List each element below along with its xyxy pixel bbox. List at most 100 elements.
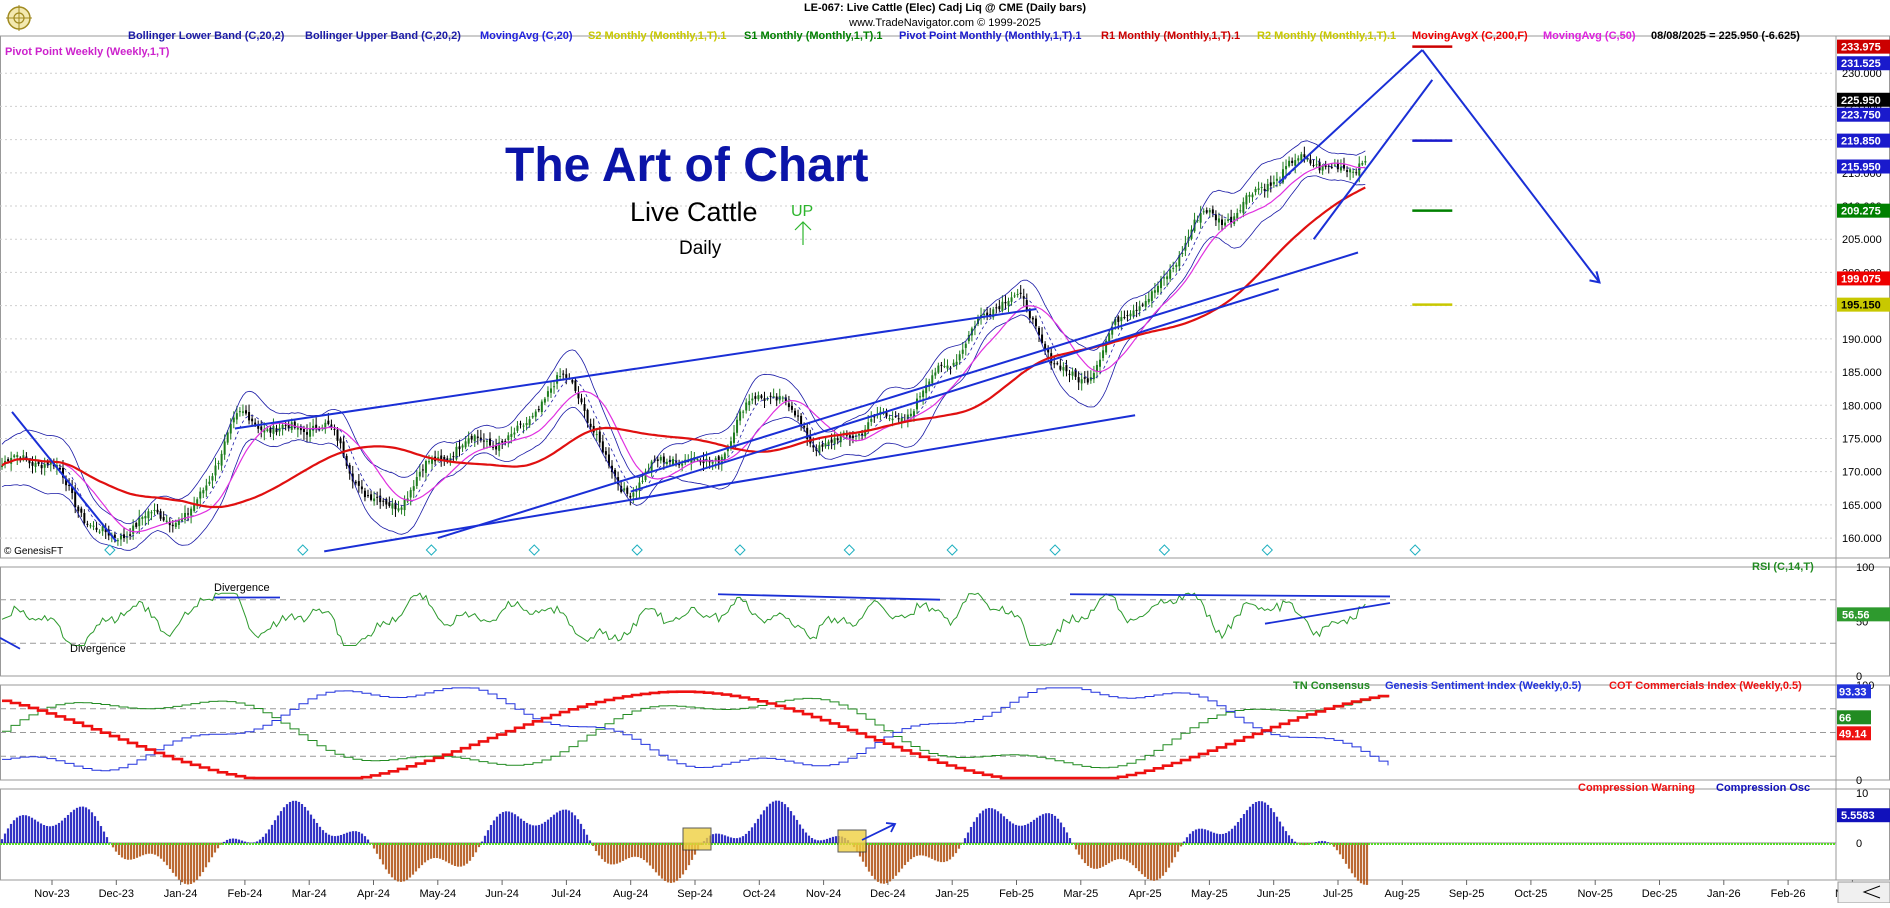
price-candle-body bbox=[363, 490, 366, 498]
legend-r1-monthly[interactable]: R1 Monthly (Monthly,1,T).1 bbox=[1101, 30, 1241, 42]
price-candle-body bbox=[80, 508, 83, 513]
compression-warning-box-1 bbox=[837, 829, 867, 853]
rsi-legend[interactable]: RSI (C,14,T) bbox=[1752, 561, 1814, 573]
price-candle-body bbox=[132, 525, 135, 534]
legend-bollinger-lower[interactable]: Bollinger Lower Band (C,20,2) bbox=[128, 30, 285, 42]
price-candle-body bbox=[998, 306, 1001, 310]
price-candle-body bbox=[696, 459, 699, 461]
price-candle-body bbox=[266, 429, 269, 431]
price-candle-body bbox=[22, 455, 25, 460]
price-candle-body bbox=[812, 445, 815, 448]
price-candle-body bbox=[827, 441, 830, 446]
legend-genesis-sentiment[interactable]: Genesis Sentiment Index (Weekly,0.5) bbox=[1385, 680, 1582, 692]
legend-moving-avg-50[interactable]: MovingAvg (C,50) bbox=[1543, 30, 1636, 42]
x-tick-label: Dec-23 bbox=[99, 888, 134, 900]
price-candle-body bbox=[1224, 222, 1227, 226]
price-candle-body bbox=[733, 432, 735, 443]
price-candle-body bbox=[723, 453, 726, 460]
price-candle-body bbox=[1364, 161, 1367, 163]
price-candle-body bbox=[650, 461, 653, 472]
price-candle-body bbox=[184, 512, 186, 520]
price-candle-body bbox=[235, 413, 238, 420]
price-candle-body bbox=[623, 488, 626, 491]
chart-header-symbol: LE-067: Live Cattle (Elec) Cadj Liq @ CM… bbox=[803, 2, 1087, 14]
price-candle-body bbox=[171, 524, 174, 527]
price-candle-body bbox=[1083, 377, 1086, 379]
price-candle-body bbox=[1339, 167, 1342, 171]
price-candle-body bbox=[797, 415, 800, 417]
price-tick-label: 165.000 bbox=[1842, 500, 1882, 512]
price-candle-body bbox=[937, 365, 940, 373]
weekly-pivot-diamond-icon bbox=[946, 544, 958, 556]
price-candle-body bbox=[43, 464, 46, 468]
sentiment-value-box bbox=[1837, 710, 1871, 725]
price-candle-body bbox=[790, 405, 793, 410]
price-candle-body bbox=[989, 313, 992, 315]
legend-compression-warning[interactable]: Compression Warning bbox=[1578, 782, 1695, 794]
legend-r2-monthly[interactable]: R2 Monthly (Monthly,1,T).1 bbox=[1257, 30, 1397, 42]
legend-moving-avgx-200[interactable]: MovingAvgX (C,200,F) bbox=[1412, 30, 1528, 42]
price-candle-body bbox=[641, 480, 644, 482]
price-candle-body bbox=[116, 540, 119, 542]
legend-bollinger-upper[interactable]: Bollinger Upper Band (C,20,2) bbox=[305, 30, 461, 42]
price-candle-body bbox=[1361, 163, 1364, 165]
price-candle-body bbox=[7, 459, 10, 462]
price-candle-body bbox=[1092, 373, 1095, 380]
price-candle-body bbox=[129, 534, 132, 536]
price-candle-body bbox=[1068, 373, 1071, 375]
price-candle-body bbox=[293, 421, 296, 429]
rsi-divergence-line-2 bbox=[717, 593, 941, 601]
price-candle-body bbox=[1248, 194, 1251, 197]
price-candle-body bbox=[1205, 210, 1208, 213]
x-tick-label: Nov-24 bbox=[806, 888, 841, 900]
price-candle-body bbox=[479, 437, 482, 441]
divergence-label-upper: Divergence bbox=[214, 582, 270, 594]
price-candle-body bbox=[1172, 267, 1175, 269]
price-candle-body bbox=[1349, 169, 1352, 173]
weekly-pivot-diamond-icon bbox=[631, 544, 643, 556]
price-candle-body bbox=[464, 441, 467, 448]
price-candle-body bbox=[1196, 220, 1199, 222]
legend-pivot-monthly[interactable]: Pivot Point Monthly (Monthly,1,T).1 bbox=[899, 30, 1082, 42]
price-candle-body bbox=[839, 434, 842, 443]
price-candle-body bbox=[1156, 285, 1159, 293]
x-tick-label: Apr-25 bbox=[1129, 888, 1162, 900]
price-candle-body bbox=[415, 477, 418, 486]
price-candle-body bbox=[1333, 164, 1336, 166]
price-candle-body bbox=[995, 307, 998, 309]
x-tick-label: Sep-25 bbox=[1449, 888, 1484, 900]
price-candle-body bbox=[470, 435, 473, 440]
price-candle-body bbox=[1245, 195, 1248, 205]
price-candle-body bbox=[1001, 301, 1004, 311]
x-tick-label: Feb-26 bbox=[1771, 888, 1806, 900]
legend-moving-avg-20[interactable]: MovingAvg (C,20) bbox=[480, 30, 573, 42]
x-tick-label: Jun-25 bbox=[1257, 888, 1291, 900]
price-tick-label: 190.000 bbox=[1842, 334, 1882, 346]
price-candle-body bbox=[153, 509, 156, 511]
price-candle-body bbox=[1303, 154, 1306, 158]
price-candle-body bbox=[232, 417, 235, 423]
price-marker-box bbox=[1837, 159, 1890, 174]
chart-annotation-title: The Art of Chart bbox=[505, 139, 869, 192]
price-candle-body bbox=[476, 436, 479, 438]
price-candle-body bbox=[190, 508, 193, 516]
legend-tn-consensus[interactable]: TN Consensus bbox=[1293, 680, 1371, 692]
legend-cot-commercials[interactable]: COT Commercials Index (Weekly,0.5) bbox=[1609, 680, 1802, 692]
legend-compression-osc[interactable]: Compression Osc bbox=[1716, 782, 1811, 794]
price-candle-body bbox=[1065, 365, 1068, 372]
price-candle-body bbox=[983, 313, 986, 315]
price-candle-body bbox=[1086, 378, 1089, 383]
price-candle-body bbox=[1, 465, 3, 467]
price-candle-body bbox=[1297, 158, 1300, 161]
price-candle-body bbox=[458, 446, 461, 450]
legend-pivot-weekly[interactable]: Pivot Point Weekly (Weekly,1,T) bbox=[5, 46, 170, 58]
price-candle-body bbox=[1160, 279, 1162, 289]
cot-commercials-line bbox=[2, 690, 1390, 780]
price-candle-body bbox=[1019, 292, 1022, 294]
price-candle-body bbox=[37, 461, 40, 464]
legend-s2-monthly[interactable]: S2 Monthly (Monthly,1,T).1 bbox=[588, 30, 727, 42]
price-candle-body bbox=[665, 461, 668, 465]
price-candle-body bbox=[964, 343, 967, 348]
legend-s1-monthly[interactable]: S1 Monthly (Monthly,1,T).1 bbox=[744, 30, 883, 42]
price-candle-body bbox=[580, 398, 583, 403]
